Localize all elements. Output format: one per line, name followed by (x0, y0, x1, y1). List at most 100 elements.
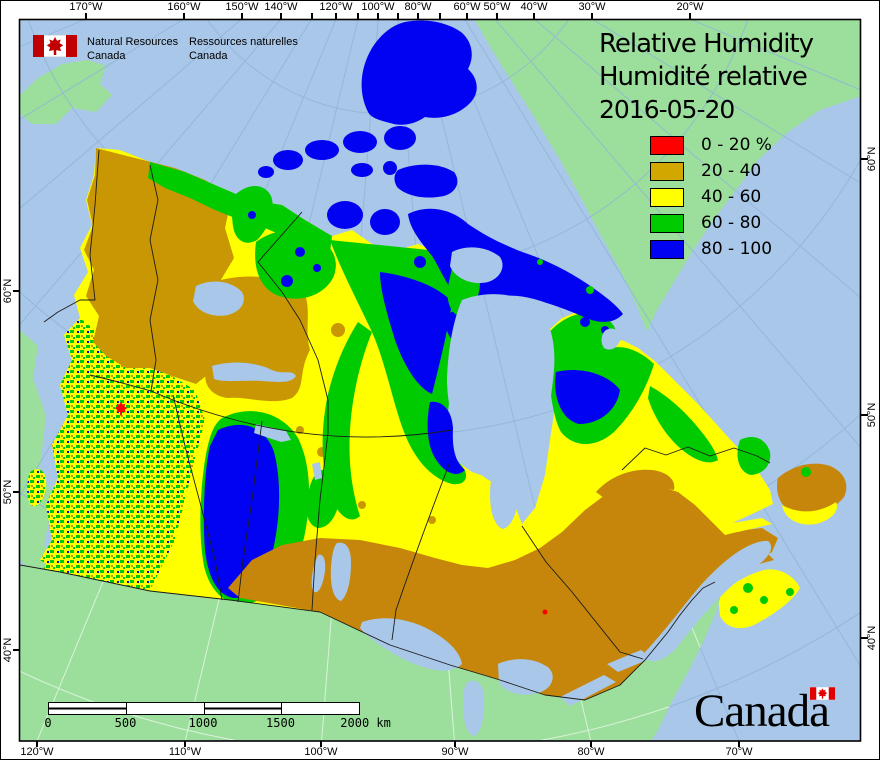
bottom-tick (184, 741, 186, 747)
title-fr: Humidité relative (599, 62, 808, 92)
right-axis-label: 50°N (866, 402, 878, 428)
map-frame (18, 18, 862, 742)
bottom-axis-label: 80°W (577, 746, 605, 758)
top-tick (241, 13, 243, 19)
james-bay (490, 467, 518, 529)
water-bodies (193, 247, 772, 736)
legend-label: 20 - 40 (701, 161, 762, 181)
legend-swatch (650, 161, 684, 181)
nova-scotia (718, 569, 800, 629)
bc-mountains (40, 318, 205, 591)
bottom-tick (320, 741, 322, 747)
left-tick (13, 491, 20, 493)
region-alberta-wet (203, 424, 280, 598)
scale-segment (282, 703, 359, 714)
top-tick (417, 13, 419, 19)
bottom-tick (454, 741, 456, 747)
st-lawrence-river (645, 540, 772, 662)
scale-bar-labels: 0 500 1000 1500 2000 km (44, 716, 408, 730)
bottom-axis-label: 90°W (441, 746, 469, 758)
legend-swatch (650, 135, 684, 155)
legend-swatch (650, 239, 684, 259)
lake-athabasca (254, 424, 291, 442)
top-tick (280, 13, 282, 19)
lake-michigan (463, 680, 485, 736)
top-axis-label: 50°W (483, 1, 511, 13)
top-tick (85, 13, 87, 19)
top-axis-label: 170°W (69, 1, 103, 13)
map-title: Relative Humidity Humidité relative 2016… (599, 28, 814, 126)
top-tick (533, 13, 535, 19)
legend-swatch (650, 213, 684, 233)
nrcan-name-fr: Ressources naturelles Canada (189, 36, 298, 62)
dry-spots (114, 401, 548, 615)
legend: 0 - 20 % 20 - 40 40 - 60 60 - 80 80 - 10… (650, 132, 772, 262)
top-tick (335, 13, 337, 19)
nrcan-name-en: Natural Resources Canada (87, 36, 179, 62)
top-axis-label: 100°W (361, 1, 395, 13)
nrcan-logo: Natural Resources Canada Ressources natur… (33, 35, 309, 63)
top-tick (183, 13, 185, 19)
left-axis-label: 60°N (2, 278, 14, 304)
region-nunavik-wet (555, 370, 620, 424)
scale-label: 2000 km (340, 716, 391, 730)
title-date: 2016-05-20 (599, 95, 735, 124)
top-axis-label: 20°W (676, 1, 704, 13)
bottom-axis-label: 100°W (304, 746, 338, 758)
arctic-islands (232, 20, 623, 344)
lake-winnipeg (330, 542, 351, 601)
region-keewatin-wet (380, 272, 452, 394)
legend-row: 20 - 40 (650, 158, 772, 184)
scale-segment (49, 703, 127, 714)
left-tick (13, 649, 20, 651)
right-tick (861, 158, 868, 160)
newfoundland (776, 463, 847, 515)
bottom-axis-label: 120°W (20, 746, 54, 758)
bottom-tick (36, 741, 38, 747)
bottom-tick (738, 741, 740, 747)
anticosti (726, 518, 772, 532)
right-axis-label: 60°N (866, 146, 878, 172)
wordmark-flag-icon (809, 687, 835, 700)
left-axis-label: 40°N (2, 637, 14, 663)
legend-row: 0 - 20 % (650, 132, 772, 158)
scale-segment (204, 703, 283, 714)
great-slave-lake (212, 362, 296, 382)
top-axis-label: 60°W (453, 1, 481, 13)
top-tick (357, 13, 359, 19)
top-tick (397, 13, 399, 19)
bottom-axis-label: 110°W (168, 746, 202, 758)
top-tick (591, 13, 593, 19)
foxe-basin (450, 247, 503, 284)
region-southern-dry (228, 485, 778, 700)
top-axis-label: 160°W (167, 1, 201, 13)
great-bear-lake (193, 281, 244, 316)
top-tick (689, 13, 691, 19)
legend-label: 80 - 100 (701, 239, 773, 259)
left-tick (13, 290, 20, 292)
victoria-island (255, 230, 336, 299)
top-axis-label: 150°W (225, 1, 259, 13)
legend-row: 60 - 80 (650, 210, 772, 236)
ellesmere-island (361, 20, 477, 125)
right-axis-label: 40°N (866, 625, 878, 651)
top-tick (496, 13, 498, 19)
boundaries (20, 149, 771, 701)
scale-label: 1500 (266, 716, 295, 730)
top-axis-label: 80°W (404, 1, 432, 13)
devon-island (394, 164, 458, 198)
scale-label: 1000 (188, 716, 218, 730)
top-tick (466, 13, 468, 19)
top-axis-label: 30°W (578, 1, 606, 13)
legend-row: 40 - 60 (650, 184, 772, 210)
legend-label: 40 - 60 (701, 187, 762, 207)
region-labrador (648, 386, 718, 463)
top-axis-label: 120°W (319, 1, 353, 13)
lake-huron (498, 659, 553, 695)
scale-bar (48, 702, 360, 715)
lake-ontario (607, 650, 652, 672)
scale-label: 0 (44, 716, 52, 730)
top-tick (377, 13, 379, 19)
region-yukon-dry (84, 148, 234, 384)
